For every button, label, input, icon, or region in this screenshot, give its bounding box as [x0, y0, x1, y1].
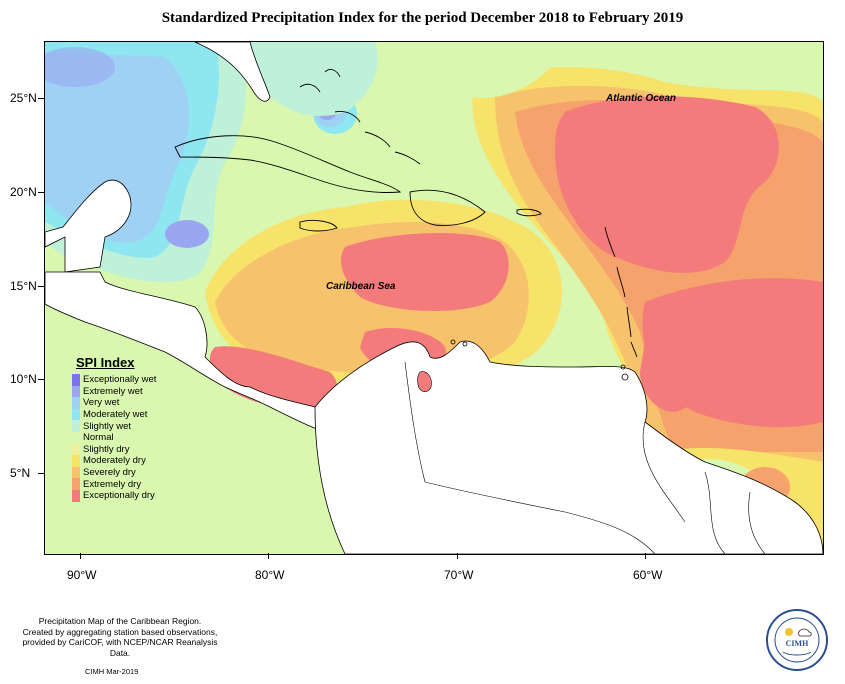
lon-tick: [268, 553, 269, 559]
footer-line: Created by aggregating station based obs…: [22, 626, 218, 637]
lat-tick: [38, 98, 44, 99]
legend-label: Normal: [83, 432, 114, 444]
legend-item: Extremely wet: [72, 385, 192, 398]
footer-date: CIMH Mar-2019: [85, 667, 139, 676]
legend-label: Very wet: [83, 397, 120, 409]
legend-label: Extremely dry: [83, 478, 142, 490]
logo-text: CIMH: [786, 639, 809, 648]
legend-label: Moderately wet: [83, 409, 148, 421]
lat-label: 5°N: [10, 466, 31, 480]
lon-tick: [645, 553, 646, 559]
legend-swatch: [72, 408, 80, 421]
lat-label: 25°N: [10, 91, 37, 105]
lat-label: 20°N: [10, 185, 37, 199]
spi-map: [44, 41, 824, 555]
legend-item: Very wet: [72, 397, 192, 409]
lon-label: 90°W: [67, 568, 97, 582]
legend-swatch: [72, 431, 80, 444]
legend-swatch: [72, 478, 80, 490]
lat-tick: [38, 473, 44, 474]
legend-swatch: [72, 489, 80, 502]
map-footer: Precipitation Map of the Caribbean Regio…: [20, 616, 220, 658]
spi-map-canvas: [45, 42, 823, 554]
legend-item: Normal: [72, 431, 192, 444]
legend-label: Extremely wet: [83, 385, 143, 397]
legend-swatch: [72, 455, 80, 467]
legend-item: Exceptionally dry: [72, 489, 192, 502]
spi-legend: SPI Index Exceptionally wet Extremely wet…: [72, 355, 192, 502]
lat-tick: [38, 192, 44, 193]
legend-item: Severely dry: [72, 466, 192, 479]
legend-swatch: [72, 466, 80, 479]
footer-line: provided by CariCOF, with NCEP/NCAR Rean…: [22, 637, 218, 658]
legend-swatch: [72, 443, 80, 456]
legend-label: Exceptionally dry: [83, 490, 155, 502]
legend-item: Moderately dry: [72, 455, 192, 467]
legend-swatch: [72, 420, 80, 432]
legend-label: Severely dry: [83, 467, 136, 479]
lat-tick: [38, 379, 44, 380]
lat-tick: [38, 286, 44, 287]
map-title: Standardized Precipitation Index for the…: [161, 10, 684, 26]
lon-label: 70°W: [444, 568, 474, 582]
legend-label: Slightly dry: [83, 443, 130, 455]
lat-label: 15°N: [10, 279, 37, 293]
legend-label: Exceptionally wet: [83, 374, 157, 386]
lon-tick: [80, 553, 81, 559]
legend-item: Exceptionally wet: [72, 374, 192, 386]
legend-swatch: [72, 385, 80, 398]
lon-tick: [457, 553, 458, 559]
legend-label: Slightly wet: [83, 420, 132, 432]
legend-item: Moderately wet: [72, 408, 192, 421]
lat-label: 10°N: [10, 372, 37, 386]
footer-line: Precipitation Map of the Caribbean Regio…: [38, 616, 202, 626]
legend-item: Slightly wet: [72, 420, 192, 432]
legend-item: Extremely dry: [72, 478, 192, 490]
lon-label: 80°W: [255, 568, 285, 582]
cimh-logo: CIMH: [765, 608, 829, 672]
legend-title: SPI Index: [76, 355, 135, 370]
atlantic-ocean-label: Atlantic Ocean: [606, 93, 677, 104]
lon-label: 60°W: [633, 568, 663, 582]
legend-item: Slightly dry: [72, 443, 192, 456]
legend-items: Exceptionally wet Extremely wet Very wet Mo…: [72, 374, 192, 502]
caribbean-sea-label: Caribbean Sea: [326, 281, 396, 292]
legend-label: Moderately dry: [83, 455, 146, 467]
legend-swatch: [72, 374, 80, 386]
legend-swatch: [72, 397, 80, 409]
